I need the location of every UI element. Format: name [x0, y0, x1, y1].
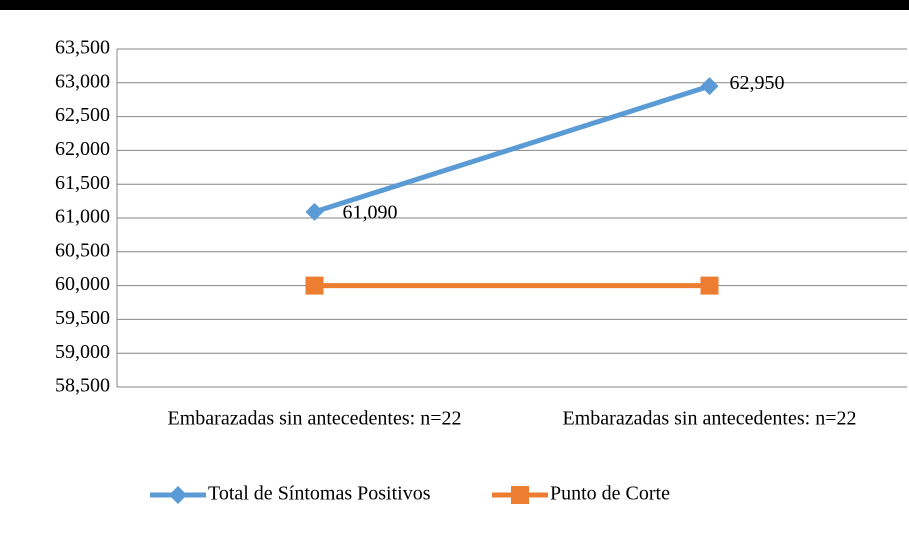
y-tick-label: 63,000	[55, 70, 110, 92]
y-tick-label: 61,500	[55, 172, 110, 194]
y-tick-label: 60,500	[55, 239, 110, 261]
data-label: 61,090	[343, 202, 398, 224]
x-tick-label: Embarazadas sin antecedentes: n=22	[168, 408, 462, 430]
point	[305, 276, 324, 295]
y-tick-label: 58,500	[55, 375, 110, 397]
y-tick-label: 59,500	[55, 307, 110, 329]
x-tick-label: Embarazadas sin antecedentes: n=22	[563, 408, 857, 430]
y-tick-label: 60,000	[55, 273, 110, 295]
y-tick-label: 59,000	[55, 341, 110, 363]
series-line	[313, 83, 711, 215]
legend-label: Total de Síntomas Positivos	[208, 483, 431, 505]
point	[700, 77, 719, 96]
legend-marker	[169, 486, 187, 504]
legend-marker	[511, 486, 529, 504]
top-bar	[0, 0, 909, 10]
point	[305, 202, 324, 221]
point	[700, 276, 719, 295]
legend-label: Punto de Corte	[550, 483, 670, 505]
y-tick-label: 61,000	[55, 206, 110, 228]
data-label: 62,950	[730, 72, 785, 94]
y-tick-label: 63,500	[55, 37, 110, 59]
y-tick-label: 62,500	[55, 104, 110, 126]
y-tick-label: 62,000	[55, 138, 110, 160]
